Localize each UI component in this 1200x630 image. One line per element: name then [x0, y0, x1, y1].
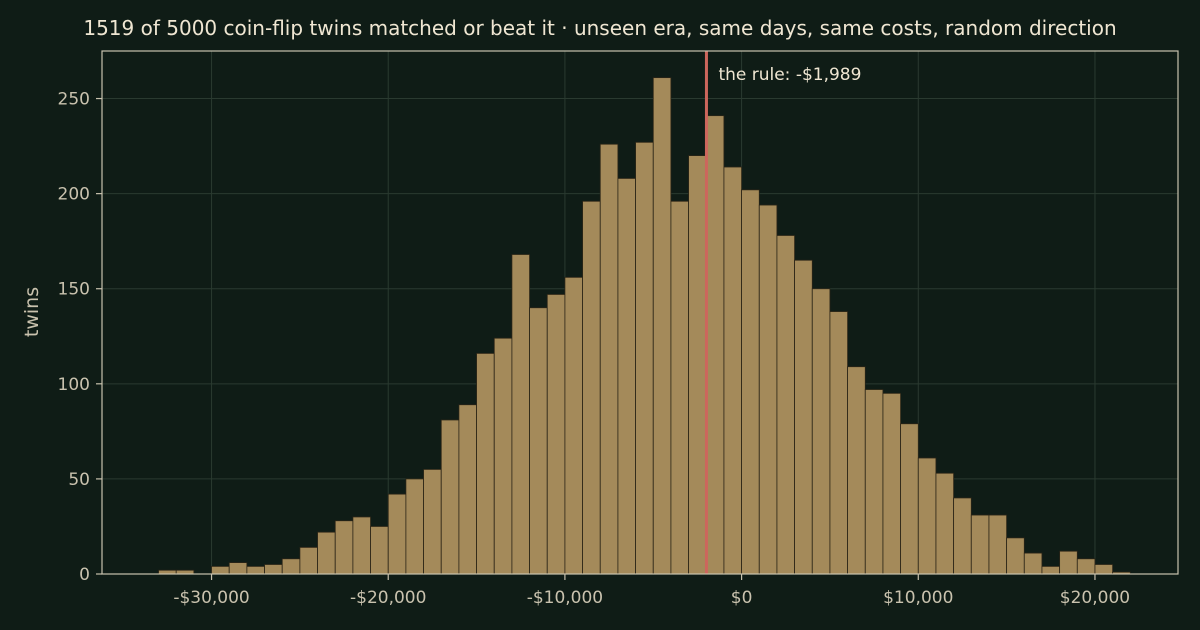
- histogram-bar: [882, 392, 902, 575]
- histogram-bar: [758, 204, 778, 575]
- histogram-bar: [246, 565, 265, 575]
- chart-title: 1519 of 5000 coin-flip twins matched or …: [83, 16, 1117, 40]
- histogram-bar: [935, 472, 955, 575]
- y-tick-label: 50: [68, 470, 90, 490]
- histogram-bar: [953, 497, 972, 575]
- histogram-bar: [811, 288, 831, 575]
- histogram-bar: [970, 514, 990, 575]
- histogram-bar: [635, 141, 654, 575]
- histogram-bar: [1006, 537, 1025, 575]
- histogram-bar: [317, 531, 336, 575]
- histogram-bar: [334, 520, 354, 575]
- rule-marker: the rule: -$1,989: [704, 51, 861, 574]
- y-axis-label: twins: [21, 287, 43, 337]
- histogram-bar: [599, 143, 619, 575]
- rule-marker-label: the rule: -$1,989: [718, 65, 861, 85]
- histogram-bar: [370, 526, 389, 575]
- histogram-bar: [652, 77, 672, 575]
- histogram-bar: [617, 178, 636, 575]
- histogram-bar: [211, 565, 230, 575]
- histogram-bar: [511, 254, 530, 575]
- histogram-bar: [546, 294, 566, 575]
- x-tick-label: $10,000: [883, 588, 953, 608]
- histogram-bar: [1041, 565, 1061, 575]
- axes-frame: [101, 50, 1179, 575]
- histogram-bar: [1023, 552, 1043, 575]
- y-tick-label: 0: [79, 565, 90, 585]
- histogram-bar: [423, 468, 442, 575]
- y-tick-label: 150: [58, 280, 90, 300]
- histogram-bar: [440, 419, 460, 575]
- x-tick-label: $20,000: [1060, 588, 1130, 608]
- histogram-bar: [352, 516, 371, 575]
- y-tick-label: 100: [58, 375, 90, 395]
- axes: 0 50 100 150 200 250 -$30,000 -$20,000 -$10,000 $…: [58, 50, 1179, 608]
- histogram-bar: [564, 276, 583, 575]
- histogram-bar: [1094, 564, 1114, 575]
- histogram-bar: [529, 307, 548, 575]
- y-tick-label: 250: [58, 90, 90, 110]
- histogram-bar: [1059, 550, 1078, 575]
- x-tick-label: -$20,000: [350, 588, 426, 608]
- histogram-bar: [458, 404, 477, 575]
- histogram-bar: [723, 166, 742, 575]
- histogram-bars: [158, 77, 1131, 575]
- histogram-bar: [829, 311, 849, 575]
- histogram-bar: [776, 235, 795, 575]
- histogram-bar: [988, 514, 1008, 575]
- histogram-bar: [405, 478, 424, 575]
- histogram-bar: [670, 200, 689, 575]
- histogram-bar: [794, 259, 813, 575]
- histogram-bar: [228, 562, 248, 575]
- histogram-bar: [299, 546, 318, 575]
- histogram-bar: [264, 564, 283, 575]
- x-tick-label: -$10,000: [527, 588, 603, 608]
- histogram-bar: [705, 115, 725, 575]
- histogram-bar: [864, 389, 884, 575]
- histogram-bar: [741, 189, 760, 575]
- histogram-bar: [900, 423, 919, 575]
- histogram-bar: [917, 457, 937, 575]
- histogram-bar: [387, 493, 407, 575]
- histogram-bar: [493, 337, 513, 575]
- histogram-bar: [847, 366, 866, 575]
- x-tick-label: $0: [731, 588, 753, 608]
- histogram-bar: [1076, 558, 1096, 575]
- x-tick-label: -$30,000: [173, 588, 249, 608]
- histogram-bar: [476, 352, 495, 575]
- histogram-bar: [688, 155, 707, 575]
- histogram-bar: [582, 200, 601, 575]
- histogram-bar: [281, 558, 301, 575]
- y-tick-label: 200: [58, 185, 90, 205]
